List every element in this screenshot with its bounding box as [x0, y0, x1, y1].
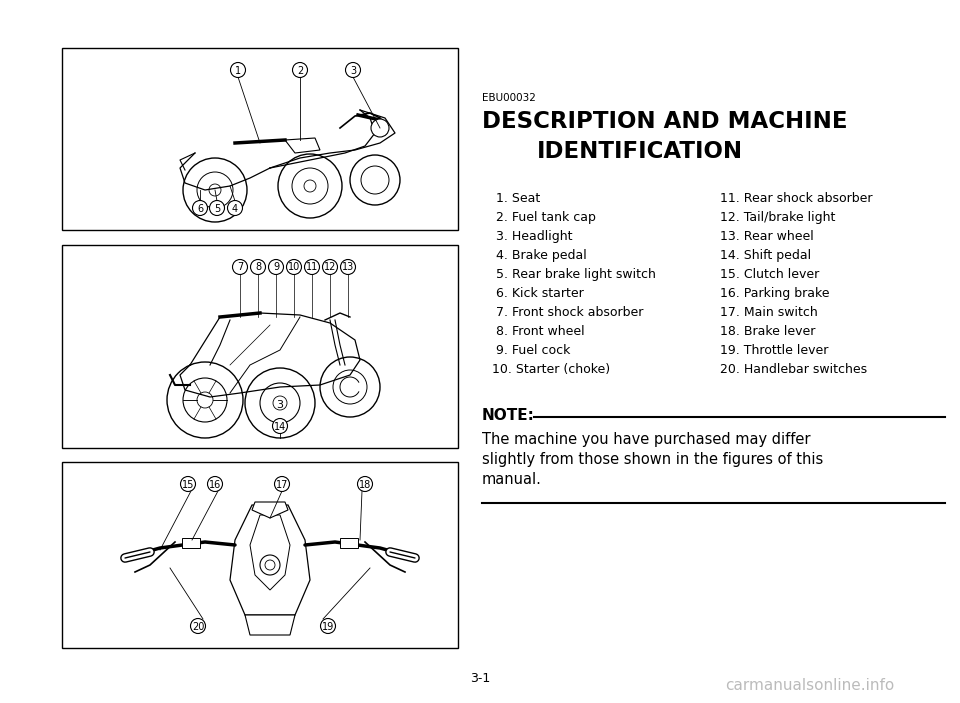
Text: The machine you have purchased may differ: The machine you have purchased may diffe…: [482, 432, 810, 447]
Circle shape: [193, 200, 207, 216]
Text: NOTE:: NOTE:: [482, 408, 535, 423]
Polygon shape: [252, 502, 288, 518]
Bar: [62, 245, 458, 448]
Circle shape: [292, 168, 328, 204]
Text: 3: 3: [276, 400, 283, 410]
Circle shape: [180, 477, 196, 491]
Text: 17. Main switch: 17. Main switch: [720, 306, 818, 319]
Bar: [62, 462, 458, 648]
Circle shape: [269, 259, 283, 274]
Text: 11. Rear shock absorber: 11. Rear shock absorber: [720, 192, 873, 205]
Text: 13. Rear wheel: 13. Rear wheel: [720, 230, 814, 243]
Text: 9: 9: [273, 262, 279, 273]
Circle shape: [207, 477, 223, 491]
Circle shape: [209, 184, 221, 196]
Text: slightly from those shown in the figures of this: slightly from those shown in the figures…: [482, 452, 824, 467]
Text: 9. Fuel cock: 9. Fuel cock: [492, 344, 570, 357]
Circle shape: [197, 392, 213, 408]
Circle shape: [183, 158, 247, 222]
Circle shape: [167, 362, 243, 438]
Circle shape: [251, 259, 266, 274]
Text: 16. Parking brake: 16. Parking brake: [720, 287, 829, 300]
Text: 19: 19: [322, 621, 334, 631]
Text: 6. Kick starter: 6. Kick starter: [492, 287, 584, 300]
Polygon shape: [230, 505, 310, 615]
Circle shape: [293, 63, 307, 77]
Circle shape: [341, 259, 355, 274]
Text: 1. Seat: 1. Seat: [492, 192, 540, 205]
Text: 3-1: 3-1: [469, 671, 491, 685]
Text: 18. Brake lever: 18. Brake lever: [720, 325, 815, 338]
Text: 18: 18: [359, 479, 372, 489]
Circle shape: [197, 172, 233, 208]
Text: 2. Fuel tank cap: 2. Fuel tank cap: [492, 211, 596, 224]
Circle shape: [304, 180, 316, 192]
Text: 4: 4: [232, 203, 238, 214]
Circle shape: [228, 200, 243, 216]
Text: carmanualsonline.info: carmanualsonline.info: [726, 678, 895, 692]
Circle shape: [321, 619, 335, 633]
Text: manual.: manual.: [482, 472, 541, 487]
Text: 7. Front shock absorber: 7. Front shock absorber: [492, 306, 643, 319]
Bar: [62, 48, 458, 230]
Text: 6: 6: [197, 203, 204, 214]
Text: 14. Shift pedal: 14. Shift pedal: [720, 249, 811, 262]
Text: 5: 5: [214, 203, 220, 214]
Circle shape: [371, 119, 389, 137]
Circle shape: [361, 166, 389, 194]
Text: 15. Clutch lever: 15. Clutch lever: [720, 268, 819, 281]
Circle shape: [323, 259, 338, 274]
Circle shape: [304, 259, 320, 274]
Bar: [340, 538, 358, 548]
Bar: [182, 538, 200, 548]
Circle shape: [346, 63, 361, 77]
Circle shape: [260, 555, 280, 575]
Circle shape: [190, 619, 205, 633]
Circle shape: [232, 259, 248, 274]
Text: 7: 7: [237, 262, 243, 273]
Circle shape: [265, 560, 275, 570]
Text: 8: 8: [255, 262, 261, 273]
Text: 5. Rear brake light switch: 5. Rear brake light switch: [492, 268, 656, 281]
Text: IDENTIFICATION: IDENTIFICATION: [537, 140, 743, 163]
Polygon shape: [245, 615, 295, 635]
Text: 14: 14: [274, 422, 286, 432]
Circle shape: [209, 200, 225, 216]
Circle shape: [350, 155, 400, 205]
Text: 20. Handlebar switches: 20. Handlebar switches: [720, 363, 867, 376]
Circle shape: [357, 477, 372, 491]
Text: 19. Throttle lever: 19. Throttle lever: [720, 344, 828, 357]
Text: 12. Tail/brake light: 12. Tail/brake light: [720, 211, 835, 224]
Text: 15: 15: [181, 479, 194, 489]
Text: 16: 16: [209, 479, 221, 489]
Text: 10. Starter (choke): 10. Starter (choke): [492, 363, 611, 376]
Circle shape: [278, 154, 342, 218]
Circle shape: [275, 477, 290, 491]
Text: 3: 3: [350, 65, 356, 75]
Text: 11: 11: [306, 262, 318, 273]
Text: 3. Headlight: 3. Headlight: [492, 230, 572, 243]
Text: EBU00032: EBU00032: [482, 93, 536, 103]
Text: DESCRIPTION AND MACHINE: DESCRIPTION AND MACHINE: [482, 110, 848, 133]
Circle shape: [183, 378, 227, 422]
Polygon shape: [285, 138, 320, 153]
Text: 10: 10: [288, 262, 300, 273]
Text: 2: 2: [297, 65, 303, 75]
Polygon shape: [250, 515, 290, 590]
Circle shape: [273, 418, 287, 434]
Text: 4. Brake pedal: 4. Brake pedal: [492, 249, 587, 262]
Circle shape: [273, 396, 287, 410]
Circle shape: [333, 370, 367, 404]
Circle shape: [230, 63, 246, 77]
Circle shape: [260, 383, 300, 423]
Text: 20: 20: [192, 621, 204, 631]
Text: 8. Front wheel: 8. Front wheel: [492, 325, 585, 338]
Circle shape: [286, 259, 301, 274]
Text: 1: 1: [235, 65, 241, 75]
Text: 13: 13: [342, 262, 354, 273]
Text: 17: 17: [276, 479, 288, 489]
Circle shape: [320, 357, 380, 417]
Circle shape: [245, 368, 315, 438]
Text: 12: 12: [324, 262, 336, 273]
